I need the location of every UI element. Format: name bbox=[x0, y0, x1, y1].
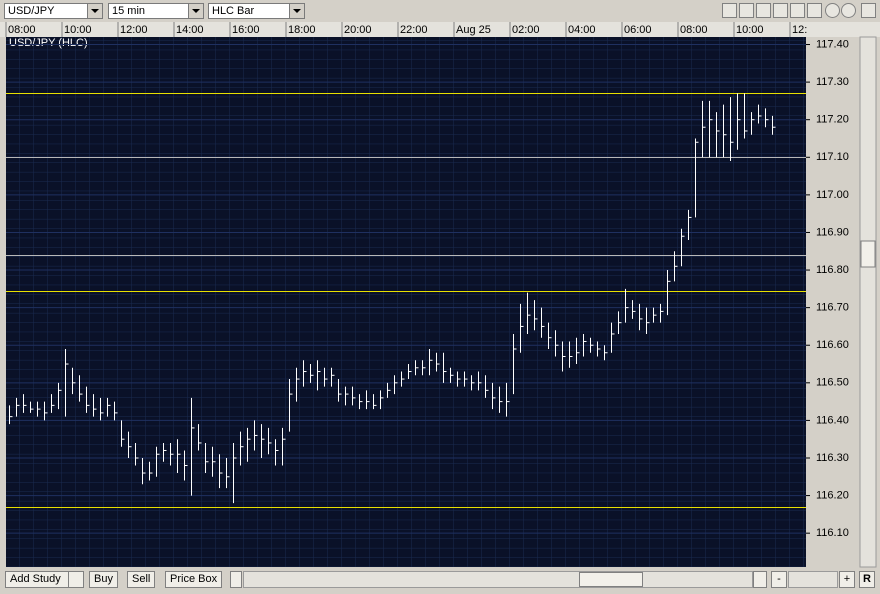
x-tick-label: 20:00 bbox=[344, 24, 372, 36]
scroll-left[interactable] bbox=[230, 571, 242, 588]
add-study-arrow[interactable] bbox=[68, 571, 84, 588]
style-select[interactable]: HLC Bar bbox=[208, 3, 305, 19]
chart-title: USD/JPY (HLC) bbox=[9, 37, 88, 49]
interval-select[interactable]: 15 min bbox=[108, 3, 204, 19]
x-tick-label: 12:00 bbox=[120, 24, 148, 36]
y-tick-label: 116.20 bbox=[816, 489, 849, 501]
y-tick-label: 117.30 bbox=[816, 76, 849, 88]
symbol-text: USD/JPY bbox=[8, 5, 55, 17]
x-tick-label: 10:00 bbox=[736, 24, 764, 36]
y-tick-label: 116.70 bbox=[816, 302, 849, 314]
toolbar: USD/JPY 15 min HLC Bar bbox=[0, 0, 880, 22]
time-axis bbox=[0, 22, 880, 37]
grid-tool-3[interactable] bbox=[807, 3, 822, 18]
x-tick-label: 10:00 bbox=[64, 24, 92, 36]
x-tick-label: 06:00 bbox=[624, 24, 652, 36]
zoom-out-button[interactable]: - bbox=[771, 571, 787, 588]
add-study-button[interactable]: Add Study bbox=[5, 571, 69, 588]
detach-tool[interactable] bbox=[861, 3, 876, 18]
y-tick-label: 117.00 bbox=[816, 189, 849, 201]
x-tick-label: Aug 25 bbox=[456, 24, 491, 36]
zoom-tool[interactable] bbox=[825, 3, 840, 18]
x-tick-label: 08:00 bbox=[680, 24, 708, 36]
bottom-bar: Add Study Buy Sell Price Box - + R bbox=[0, 568, 880, 594]
zoom-track[interactable] bbox=[788, 571, 838, 588]
y-tick-label: 116.30 bbox=[816, 452, 849, 464]
symbol-select[interactable]: USD/JPY bbox=[4, 3, 103, 19]
chart: USD/JPY (HLC) 117.40 117.30 117.20 117.10 11… bbox=[0, 22, 880, 568]
y-tick-label: 117.10 bbox=[816, 151, 849, 163]
y-tick-label: 117.40 bbox=[816, 38, 849, 50]
minor-grid bbox=[6, 37, 806, 567]
x-tick-label: 16:00 bbox=[232, 24, 260, 36]
y-tick-label: 116.10 bbox=[816, 527, 849, 539]
x-tick-label: 04:00 bbox=[568, 24, 596, 36]
price-box-button[interactable]: Price Box bbox=[165, 571, 223, 588]
style-text: HLC Bar bbox=[212, 5, 255, 17]
y-tick-label: 116.80 bbox=[816, 264, 849, 276]
zoom-in-button[interactable]: + bbox=[839, 571, 855, 588]
x-tick-label: 12: bbox=[792, 24, 807, 36]
x-tick-label: 18:00 bbox=[288, 24, 316, 36]
settings-tool[interactable] bbox=[841, 3, 856, 18]
grid-tool-2[interactable] bbox=[790, 3, 805, 18]
scroll-thumb[interactable] bbox=[860, 240, 876, 268]
h-scroll-thumb[interactable] bbox=[579, 572, 643, 587]
x-tick-label: 08:00 bbox=[8, 24, 36, 36]
draw-line-tool[interactable] bbox=[722, 3, 737, 18]
scroll-right[interactable] bbox=[753, 571, 767, 588]
y-tick-label: 116.40 bbox=[816, 414, 849, 426]
price-axis bbox=[806, 37, 858, 567]
grid-tool[interactable] bbox=[773, 3, 788, 18]
y-tick-label: 116.90 bbox=[816, 226, 849, 238]
vertical-scrollbar[interactable] bbox=[859, 36, 877, 568]
erase-tool[interactable] bbox=[756, 3, 771, 18]
sell-button[interactable]: Sell bbox=[127, 571, 156, 588]
x-tick-label: 22:00 bbox=[400, 24, 428, 36]
reset-button[interactable]: R bbox=[859, 571, 875, 588]
x-tick-label: 02:00 bbox=[512, 24, 540, 36]
horizontal-scrollbar[interactable] bbox=[243, 571, 753, 588]
interval-text: 15 min bbox=[112, 5, 146, 17]
hline-tool[interactable] bbox=[739, 3, 754, 18]
y-tick-label: 116.60 bbox=[816, 339, 849, 351]
y-tick-label: 117.20 bbox=[816, 114, 849, 126]
x-tick-label: 14:00 bbox=[176, 24, 204, 36]
y-tick-label: 116.50 bbox=[816, 377, 849, 389]
buy-button[interactable]: Buy bbox=[89, 571, 118, 588]
